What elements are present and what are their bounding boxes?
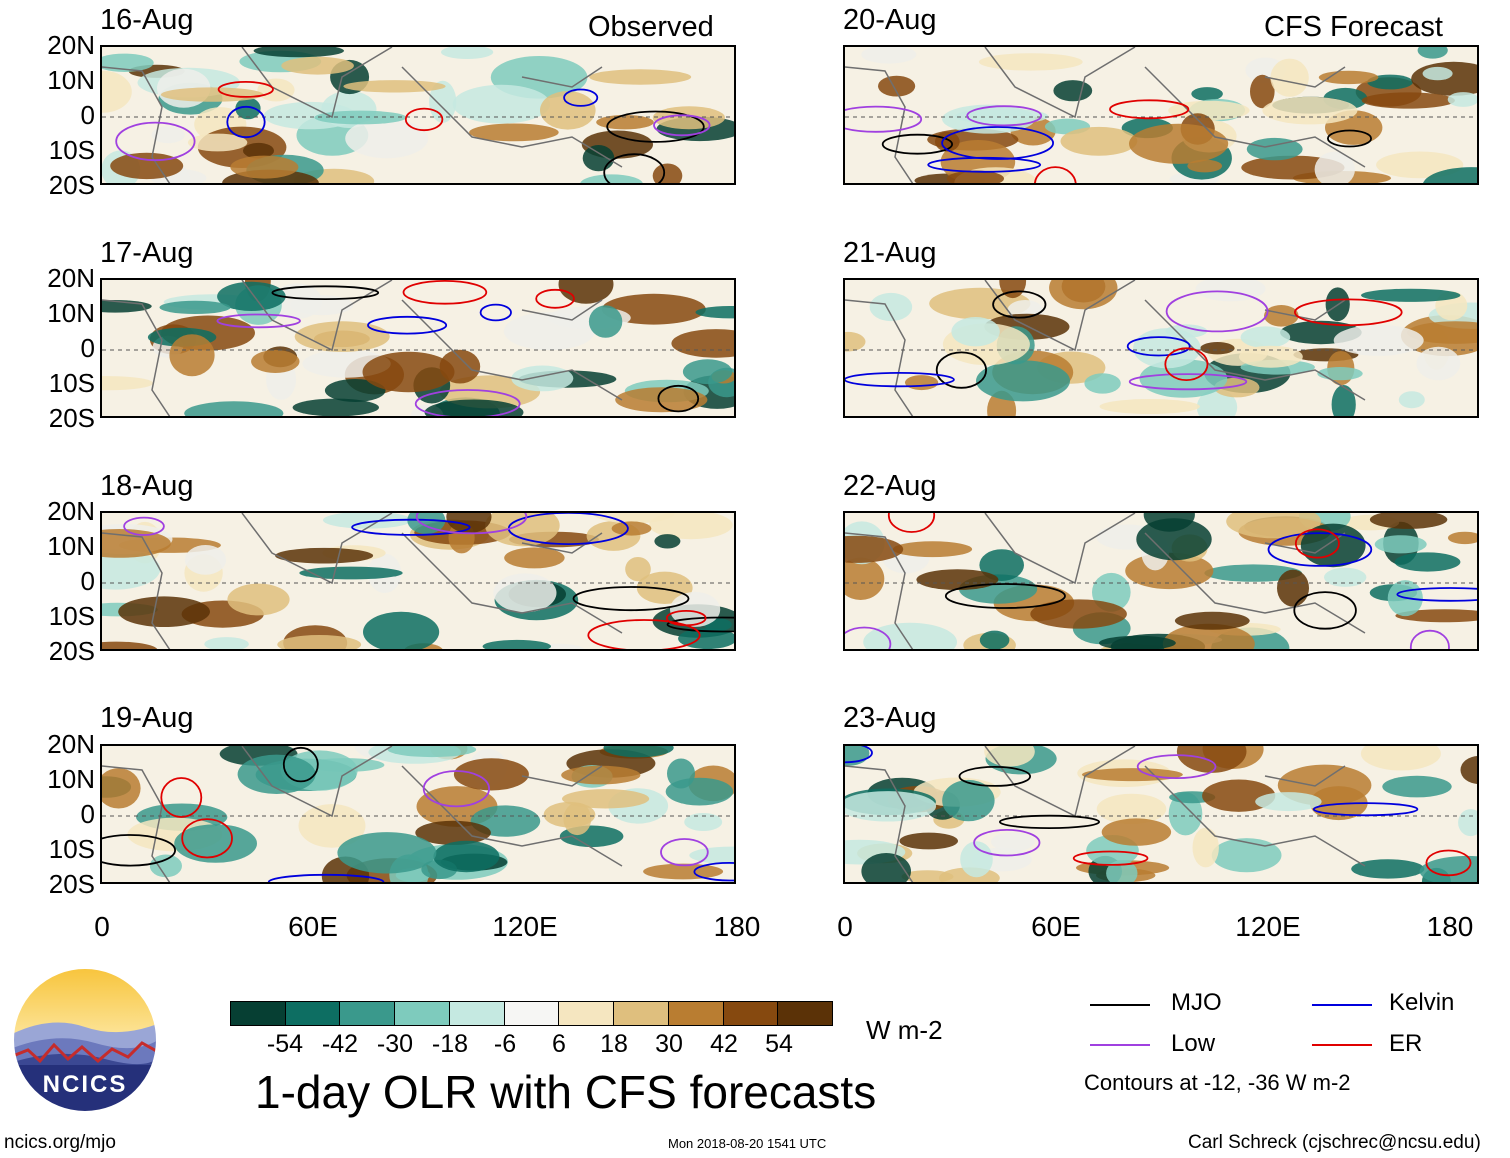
panel-date-observed-2: 17-Aug	[100, 237, 194, 269]
footer-link[interactable]: ncics.org/mjo	[4, 1132, 116, 1153]
map-panel-observed-1	[100, 45, 736, 185]
map-panel-observed-2	[100, 278, 736, 418]
lon-label: 0	[837, 911, 853, 942]
colorbar-swatch	[778, 1002, 833, 1025]
legend-line-mjo	[1090, 1004, 1150, 1006]
olr-field	[102, 47, 734, 183]
lon-label: 180	[713, 911, 761, 942]
map-panel-observed-3	[100, 511, 736, 651]
colorbar-swatch	[231, 1002, 286, 1025]
legend-label-mjo: MJO	[1171, 989, 1222, 1016]
colorbar-swatch	[449, 1002, 505, 1025]
legend-line-er	[1312, 1044, 1372, 1046]
lat-label: 20N	[47, 729, 95, 759]
lat-label: 20S	[48, 636, 95, 666]
lat-label: 20S	[48, 170, 95, 200]
olr-field	[845, 47, 1477, 183]
lat-label: 10N	[47, 531, 95, 561]
colorbar-label: 54	[765, 1030, 793, 1058]
lat-label: 10S	[48, 368, 95, 398]
lat-label: 10N	[47, 764, 95, 794]
lat-label: 0	[80, 100, 95, 130]
lat-label: 20S	[48, 403, 95, 433]
legend-line-low	[1090, 1044, 1150, 1046]
colorbar-swatch	[668, 1002, 724, 1025]
ncics-logo[interactable]: NCICS	[10, 965, 160, 1115]
lon-label: 60E	[1031, 911, 1081, 942]
lat-label: 10N	[47, 65, 95, 95]
lon-label: 60E	[288, 911, 338, 942]
olr-field	[845, 746, 1477, 882]
legend-label-low: Low	[1171, 1030, 1216, 1057]
colorbar-label: 42	[710, 1030, 738, 1058]
map-panel-observed-4	[100, 744, 736, 884]
colorbar-label: -30	[376, 1030, 414, 1058]
colorbar-swatch	[504, 1002, 560, 1025]
lat-label: 10S	[48, 135, 95, 165]
map-panel-forecast-3	[843, 511, 1479, 651]
lat-label: 20N	[47, 496, 95, 526]
olr-field	[845, 513, 1477, 649]
lat-label: 20N	[47, 263, 95, 293]
footer-credit: Carl Schreck (cjschrec@ncsu.edu)	[1188, 1132, 1481, 1153]
legend-line-kelvin	[1312, 1004, 1372, 1006]
colorbar-label: 30	[655, 1030, 683, 1058]
colorbar-units: W m-2	[866, 1015, 943, 1045]
lat-label: 0	[80, 566, 95, 596]
lat-label: 10N	[47, 298, 95, 328]
colorbar-swatch	[285, 1002, 341, 1025]
olr-field	[102, 280, 734, 416]
lon-label: 120E	[492, 911, 558, 942]
lon-label: 0	[94, 911, 110, 942]
colorbar-swatch	[614, 1002, 669, 1025]
panel-date-forecast-1: 20-Aug	[843, 4, 937, 36]
legend-label-kelvin: Kelvin	[1389, 989, 1455, 1016]
colorbar-label: 6	[552, 1030, 566, 1058]
colorbar-label: -54	[266, 1030, 304, 1058]
olr-field	[102, 513, 734, 649]
lon-label: 180	[1426, 911, 1474, 942]
panel-date-observed-3: 18-Aug	[100, 470, 194, 502]
lon-label: 120E	[1235, 911, 1301, 942]
figure-title: 1-day OLR with CFS forecasts	[255, 1066, 877, 1118]
colorbar-swatch	[340, 1002, 396, 1025]
colorbar	[230, 1001, 833, 1026]
forecast-label: CFS Forecast	[1264, 11, 1443, 43]
panel-date-forecast-4: 23-Aug	[843, 702, 937, 734]
olr-field	[845, 280, 1477, 416]
observed-label: Observed	[588, 11, 714, 43]
colorbar-swatch	[395, 1002, 450, 1025]
olr-field	[102, 746, 734, 882]
panel-date-observed-4: 19-Aug	[100, 702, 194, 734]
colorbar-swatch	[723, 1002, 779, 1025]
colorbar-label: -18	[431, 1030, 469, 1058]
lat-label: 10S	[48, 601, 95, 631]
footer-timestamp: Mon 2018-08-20 1541 UTC	[668, 1136, 827, 1151]
lat-label: 0	[80, 799, 95, 829]
colorbar-label: 18	[600, 1030, 628, 1058]
lat-label: 10S	[48, 834, 95, 864]
panel-date-forecast-2: 21-Aug	[843, 237, 937, 269]
map-panel-forecast-1	[843, 45, 1479, 185]
legend-label-er: ER	[1389, 1030, 1423, 1057]
logo-text: NCICS	[42, 1071, 128, 1098]
lat-label: 20S	[48, 869, 95, 899]
lat-label: 0	[80, 333, 95, 363]
panel-date-forecast-3: 22-Aug	[843, 470, 937, 502]
map-panel-forecast-4	[843, 744, 1479, 884]
lat-label: 20N	[47, 30, 95, 60]
panel-date-observed-1: 16-Aug	[100, 4, 194, 36]
colorbar-swatch	[559, 1002, 615, 1025]
legend-note: Contours at -12, -36 W m-2	[1084, 1070, 1351, 1095]
colorbar-label: -42	[321, 1030, 359, 1058]
colorbar-label: -6	[493, 1030, 517, 1058]
map-panel-forecast-2	[843, 278, 1479, 418]
